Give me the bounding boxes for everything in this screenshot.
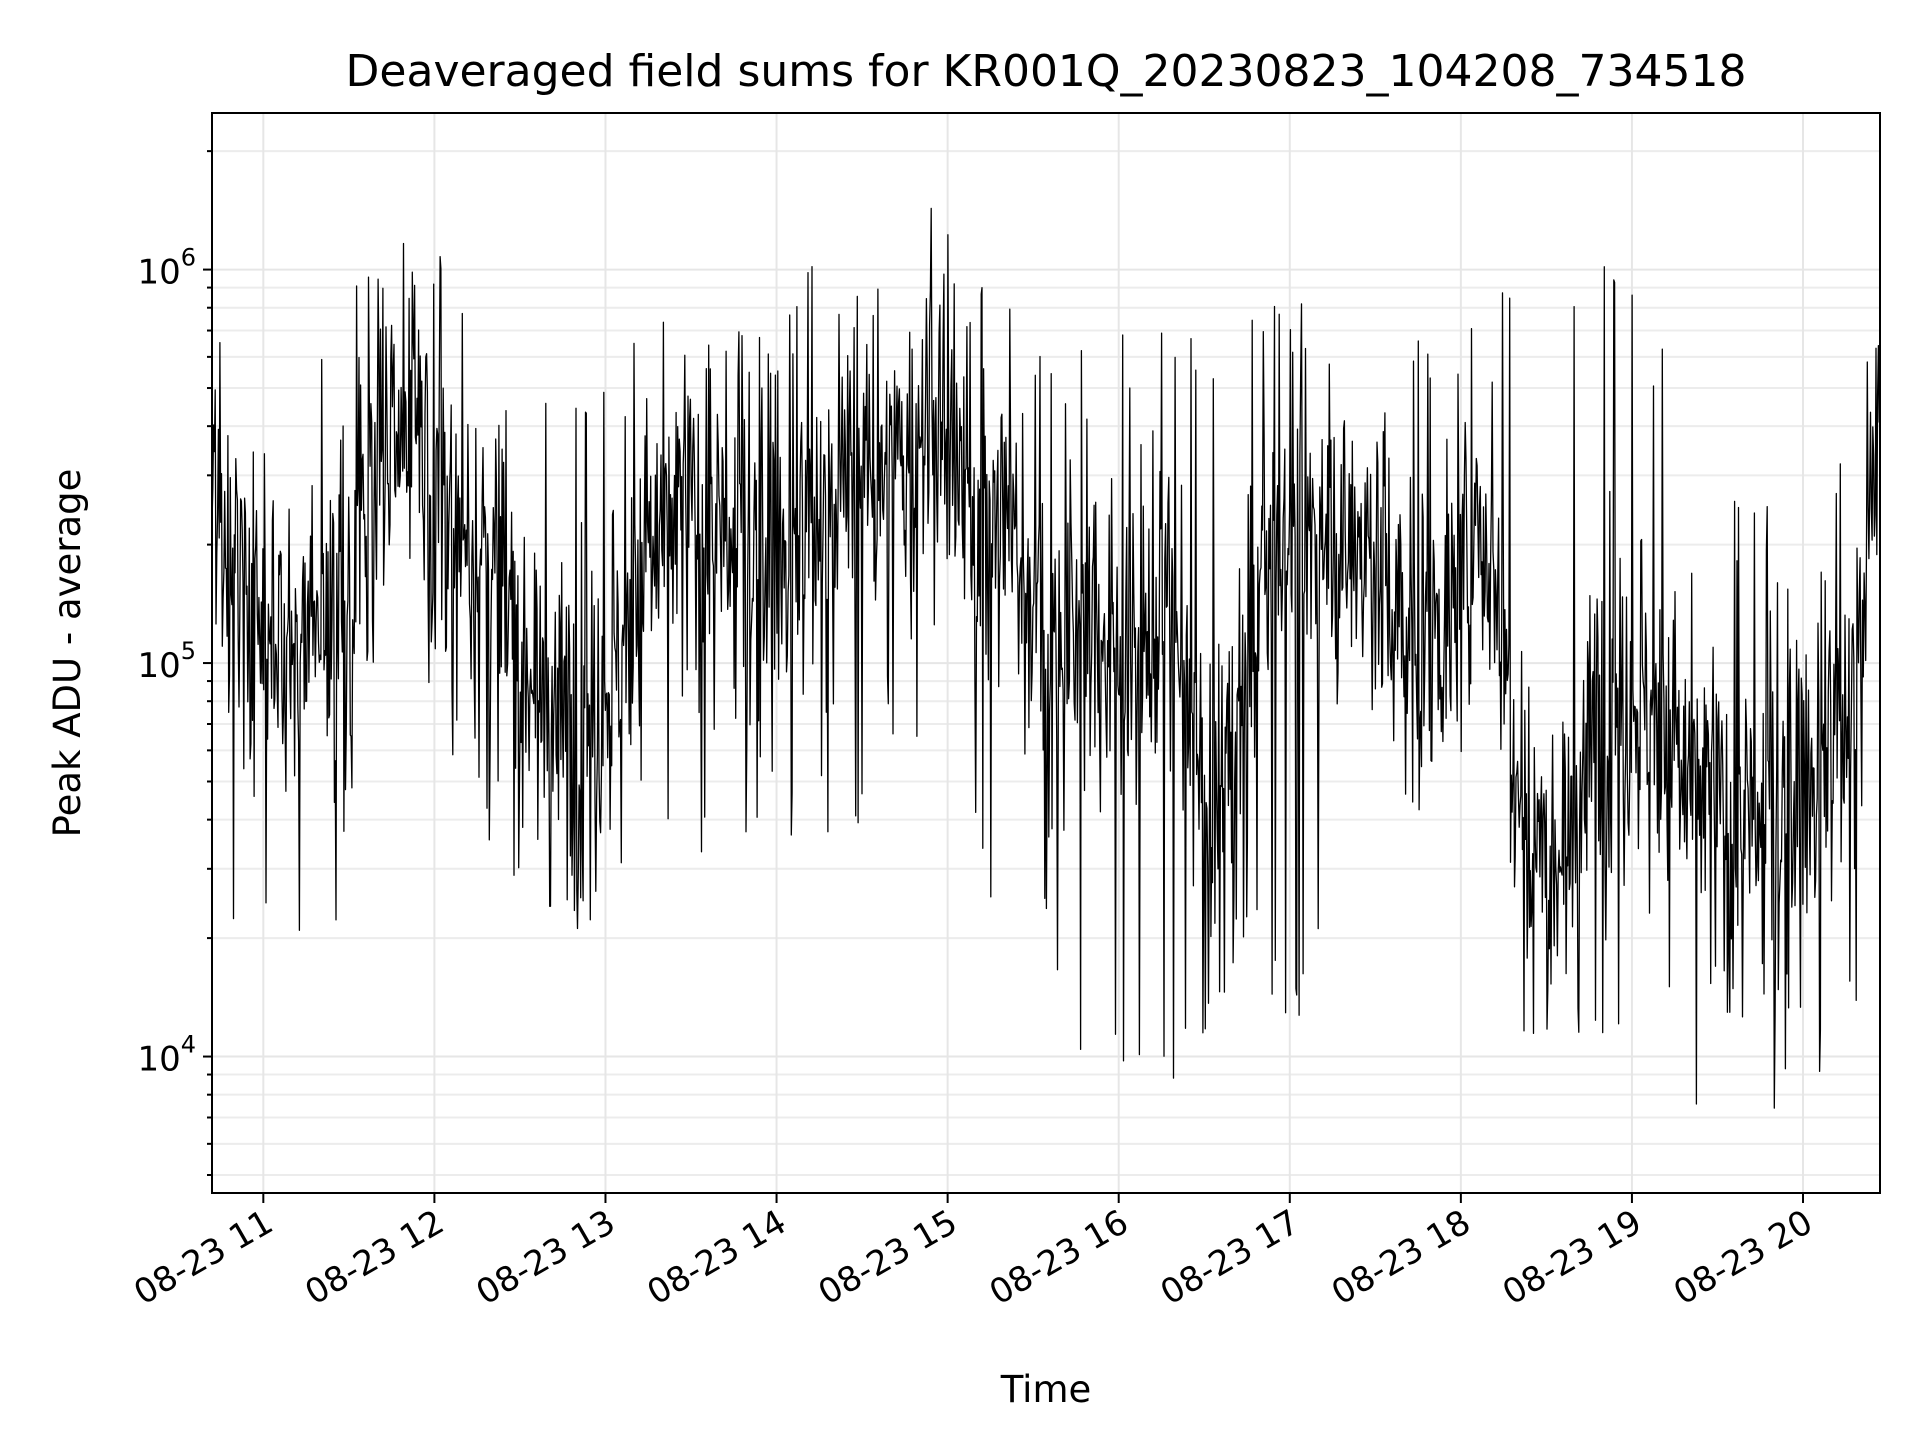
x-tick-label: 08-23 13 [470,1202,622,1313]
x-tick-label: 08-23 16 [983,1202,1135,1313]
x-tick-label: 08-23 11 [127,1202,279,1313]
x-tick-label: 08-23 12 [299,1202,451,1313]
x-tick-label: 08-23 14 [641,1202,793,1313]
x-tick-label: 08-23 18 [1325,1202,1477,1313]
x-tick-label: 08-23 19 [1496,1202,1648,1313]
y-axis: 104 105 106 [137,150,212,1176]
chart-title: Deaveraged field sums for KR001Q_2023082… [346,46,1747,97]
plot-frame [211,112,1881,1194]
x-tick-label: 08-23 15 [812,1202,964,1313]
x-tick-label: 08-23 20 [1667,1202,1819,1313]
series-line [211,207,1881,1109]
y-tick-label: 104 [137,1031,196,1080]
y-tick-label: 105 [137,637,196,686]
y-tick-label: 106 [137,244,196,293]
y-axis-label: Peak ADU - average [46,469,89,838]
x-tick-label: 08-23 17 [1154,1202,1306,1313]
x-axis-label: Time [1000,1368,1092,1411]
x-axis: 08-23 11 08-23 12 08-23 13 08-23 14 08-23 15… [127,1193,1820,1313]
